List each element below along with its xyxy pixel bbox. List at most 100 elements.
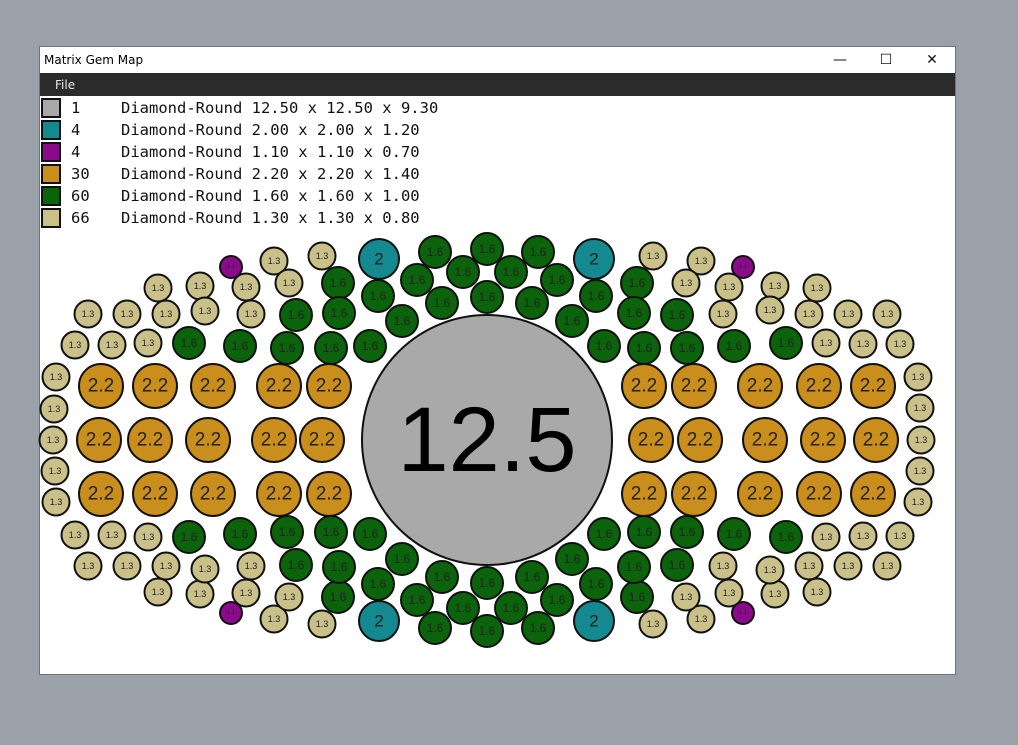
tan-gem: 1.3 [259,604,289,634]
tan-gem-circle [686,604,716,634]
gold-gem: 2.2 [853,417,899,463]
tan-gem-label: 1.3 [199,564,212,574]
green-gem: 1.6 [470,614,504,648]
gold-gem-label: 2.2 [681,484,707,505]
tan-gem: 1.3 [259,246,289,276]
gold-gem-circle [127,417,173,463]
tan-gem-label: 1.3 [842,561,855,571]
tan-gem-circle [39,394,69,424]
tan-gem-circle [848,521,878,551]
green-gem-label: 1.6 [549,593,566,607]
tan-gem-label: 1.3 [49,466,62,476]
green-gem: 1.6 [555,542,589,576]
purple-gem-label: 1.1 [227,610,236,616]
teal-gem: 2 [358,238,400,280]
gold-gem-label: 2.2 [137,430,163,451]
legend-description: Diamond-Round 1.30 x 1.30 x 0.80 [121,209,420,227]
green-gem: 1.6 [470,232,504,266]
green-gem-label: 1.6 [636,525,653,539]
tan-gem: 1.3 [755,555,785,585]
gold-gem-circle [677,417,723,463]
close-icon[interactable]: ✕ [926,52,938,68]
green-gem: 1.6 [314,331,348,365]
gold-gem: 2.2 [621,363,667,409]
tan-gem-label: 1.3 [764,305,777,315]
green-gem: 1.6 [321,580,355,614]
green-gem-label: 1.6 [479,290,496,304]
gold-gem-circle [737,363,783,409]
menu-bar: File [40,73,955,96]
legend-swatch [41,164,61,184]
green-gem-circle [470,566,504,600]
green-gem: 1.6 [353,329,387,363]
gold-gem: 2.2 [306,363,352,409]
tan-gem: 1.3 [143,273,173,303]
maximize-icon[interactable]: ☐ [879,52,893,68]
tan-gem-circle [133,328,163,358]
tan-gem-label: 1.3 [69,530,82,540]
gold-gem-label: 2.2 [687,430,713,451]
green-gem: 1.6 [620,580,654,614]
title-bar: Matrix Gem Map — ☐ ✕ [40,47,955,73]
green-gem-label: 1.6 [596,527,613,541]
tan-gem-circle [307,241,337,271]
green-gem-label: 1.6 [669,308,686,322]
tan-gem-label: 1.3 [820,338,833,348]
tan-gem: 1.3 [112,551,142,581]
tan-gem: 1.3 [885,329,915,359]
tan-gem-circle [872,551,902,581]
green-gem-label: 1.6 [370,289,387,303]
tan-gem: 1.3 [151,551,181,581]
menu-file[interactable]: File [55,77,76,92]
tan-gem-circle [686,246,716,276]
green-gem-label: 1.6 [524,296,541,310]
tan-gem-circle [236,551,266,581]
tan-gem-label: 1.3 [121,561,134,571]
purple-gem: 1.1 [219,255,243,279]
green-gem-circle [400,263,434,297]
tan-gem-label: 1.3 [914,403,927,413]
green-gem-label: 1.6 [636,341,653,355]
gold-gem-circle [671,471,717,517]
tan-gem: 1.3 [906,425,936,455]
green-gem-circle [418,611,452,645]
tan-gem: 1.3 [686,246,716,276]
legend-row: 60 Diamond-Round 1.60 x 1.60 x 1.00 [41,185,438,207]
green-gem-circle [717,329,751,363]
tan-gem: 1.3 [38,425,68,455]
gold-gem: 2.2 [850,363,896,409]
green-gem: 1.6 [515,560,549,594]
gold-gem-label: 2.2 [810,430,836,451]
green-gem: 1.6 [555,304,589,338]
center-stone: 12.5 [361,314,613,566]
green-gem-label: 1.6 [629,590,646,604]
green-gem-circle [385,542,419,576]
gold-gem-circle [256,471,302,517]
tan-gem-circle [143,273,173,303]
green-gem: 1.6 [425,560,459,594]
green-gem-circle [270,331,304,365]
tan-gem-circle [307,609,337,639]
green-gem-circle [223,329,257,363]
tan-gem-label: 1.3 [811,587,824,597]
tan-gem-circle [259,604,289,634]
purple-gem: 1.1 [731,255,755,279]
green-gem: 1.6 [540,263,574,297]
green-gem: 1.6 [540,583,574,617]
tan-gem-circle [60,520,90,550]
tan-gem-label: 1.3 [680,278,693,288]
green-gem: 1.6 [446,255,480,289]
tan-gem-label: 1.3 [142,532,155,542]
gold-gem-circle [796,471,842,517]
green-gem-label: 1.6 [549,273,566,287]
teal-gem: 2 [573,600,615,642]
tan-gem-label: 1.3 [245,309,258,319]
tan-gem: 1.3 [714,272,744,302]
teal-gem: 2 [358,600,400,642]
gold-gem: 2.2 [306,471,352,517]
minimize-icon[interactable]: — [833,52,847,68]
green-gem: 1.6 [223,329,257,363]
gold-gem-label: 2.2 [309,430,335,451]
green-gem-circle [670,331,704,365]
green-gem: 1.6 [270,515,304,549]
